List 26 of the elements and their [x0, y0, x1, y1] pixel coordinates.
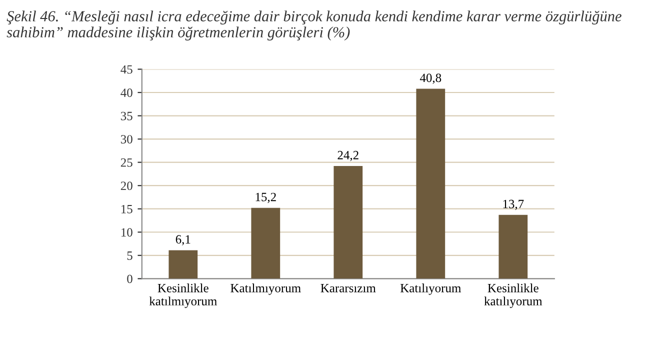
data-label: 24,2: [338, 150, 358, 162]
data-label: 6,1: [176, 235, 190, 246]
chart-title: Şekil 46. “Mesleği nasıl icra edeceğime dair birçok konuda kendi kendime karar verme özgürlüğüne sahibim” maddesine ilişkin öğretmenlerin görüşleri (%): [6, 10, 622, 40]
data-label: 15,2: [256, 192, 276, 204]
y-tick-label: 5: [127, 252, 132, 260]
bar: [168, 250, 198, 279]
bar: [334, 166, 363, 279]
y-tick-label: 25: [120, 158, 132, 167]
bar: [498, 214, 528, 279]
x-tick-label: Katılmıyorum: [230, 284, 301, 295]
data-label: 40,8: [420, 74, 442, 84]
x-tick-label: Kararsızım: [320, 284, 376, 292]
y-tick-label: 35: [120, 112, 132, 120]
y-tick-label: 0: [127, 274, 132, 284]
y-tick-label: 10: [121, 228, 132, 237]
x-tick-label: Kesinlikle katılıyorum: [484, 284, 542, 308]
bar: [251, 208, 280, 279]
y-tick-label: 30: [120, 135, 132, 144]
y-tick-label: 40: [120, 88, 132, 97]
bar: [416, 88, 446, 279]
data-label: 13,7: [503, 200, 524, 210]
y-tick-label: 20: [120, 182, 132, 190]
x-tick-label: Kesinlikle katılmıyorum: [149, 284, 217, 308]
y-tick-label: 45: [120, 65, 132, 74]
x-tick-label: Katılıyorum: [400, 284, 462, 295]
y-tick-label: 15: [121, 204, 132, 214]
